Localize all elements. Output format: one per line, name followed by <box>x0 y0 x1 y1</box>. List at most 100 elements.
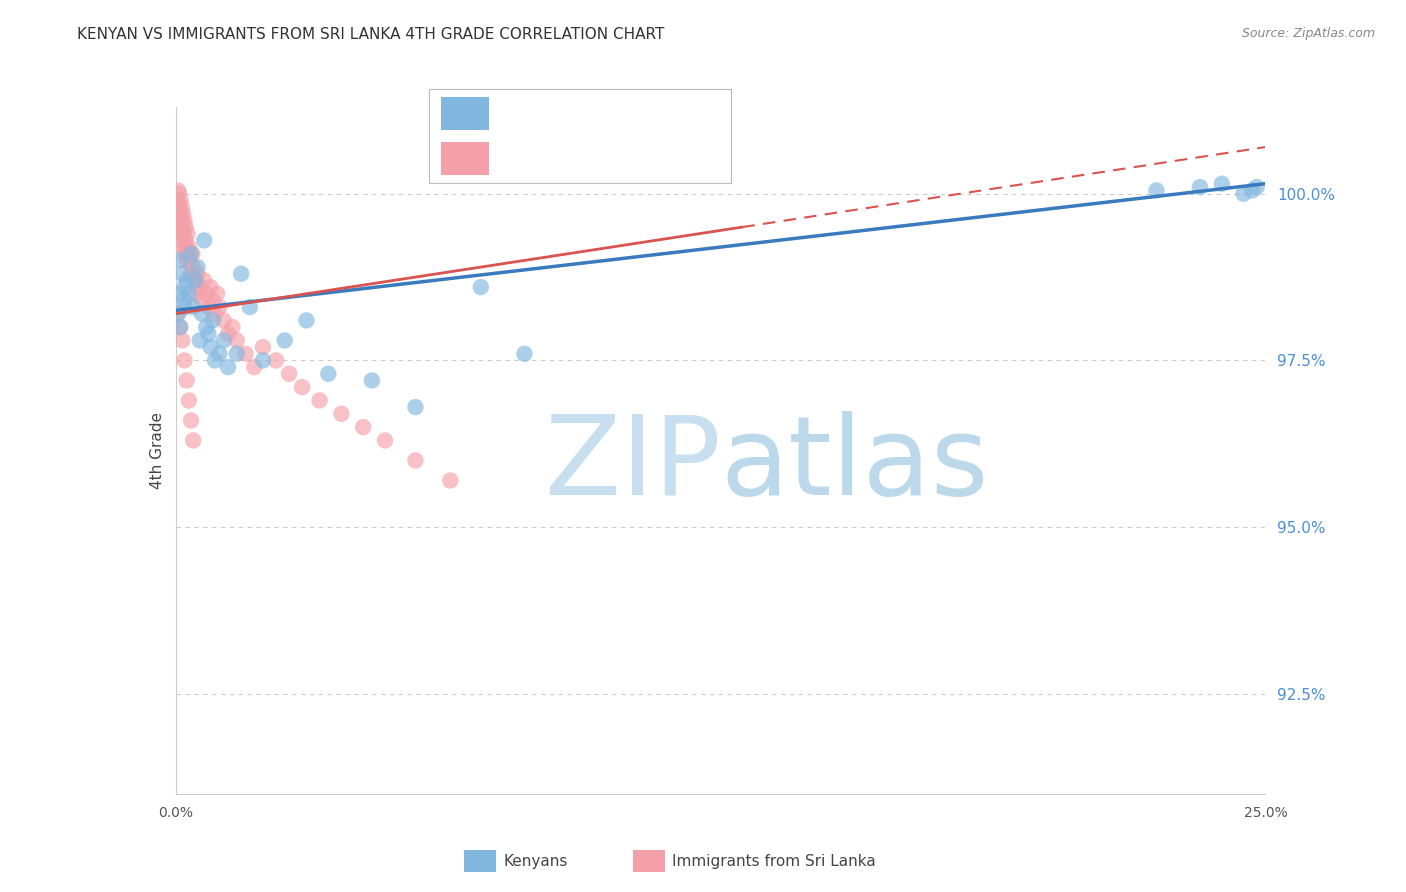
Point <box>225 334 247 348</box>
Point <box>405 453 427 467</box>
Point <box>172 267 194 281</box>
Point <box>176 253 198 268</box>
Point <box>174 234 197 248</box>
Point <box>191 293 214 308</box>
Point <box>181 260 204 274</box>
Point <box>195 320 218 334</box>
Point <box>177 246 200 260</box>
Point <box>1189 180 1212 194</box>
Text: R =  0.154: R = 0.154 <box>505 150 600 168</box>
Point <box>167 186 190 201</box>
Point <box>374 434 396 448</box>
Point <box>167 200 190 214</box>
Point <box>173 227 195 241</box>
Point <box>1146 183 1168 197</box>
Point <box>167 183 190 197</box>
Point <box>166 207 188 221</box>
Point <box>212 313 235 327</box>
Point <box>330 407 353 421</box>
Bar <box>441 96 489 130</box>
Point <box>308 393 330 408</box>
Point <box>208 347 231 361</box>
Text: Kenyans: Kenyans <box>503 855 568 869</box>
Point <box>173 353 195 368</box>
Point <box>252 353 274 368</box>
Point <box>197 300 219 314</box>
Text: R = 0.504: R = 0.504 <box>505 104 595 122</box>
Point <box>295 313 318 327</box>
Point <box>188 280 211 294</box>
Point <box>172 207 194 221</box>
Point <box>167 307 190 321</box>
Point <box>361 374 384 388</box>
Point <box>181 246 204 260</box>
Point <box>186 260 209 274</box>
Point <box>177 393 200 408</box>
Point <box>200 340 222 354</box>
Point <box>231 267 253 281</box>
Point <box>169 320 191 334</box>
Point <box>513 347 536 361</box>
Point <box>174 300 197 314</box>
Point <box>193 234 215 248</box>
Point <box>173 293 195 308</box>
Text: Immigrants from Sri Lanka: Immigrants from Sri Lanka <box>672 855 876 869</box>
Point <box>352 420 374 434</box>
Point <box>200 280 222 294</box>
Point <box>169 320 191 334</box>
Point <box>197 326 219 341</box>
Point <box>204 307 226 321</box>
Point <box>186 286 208 301</box>
Point <box>225 347 247 361</box>
Point <box>1246 180 1268 194</box>
Point <box>170 200 193 214</box>
Point <box>166 194 188 208</box>
Point <box>217 326 239 341</box>
Point <box>174 220 197 235</box>
Text: N = 68: N = 68 <box>626 150 688 168</box>
Point <box>184 273 207 287</box>
Point <box>1241 183 1264 197</box>
Point <box>172 234 194 248</box>
Point <box>174 246 197 260</box>
Text: N = 42: N = 42 <box>626 104 688 122</box>
Point <box>201 313 224 327</box>
Bar <box>441 142 489 176</box>
Point <box>243 360 266 375</box>
Text: atlas: atlas <box>721 410 988 517</box>
Point <box>291 380 314 394</box>
Point <box>177 240 200 254</box>
Point <box>318 367 340 381</box>
Point <box>181 434 204 448</box>
Point <box>169 194 191 208</box>
Point <box>1211 177 1233 191</box>
Point <box>167 307 190 321</box>
Point <box>173 240 195 254</box>
Point <box>169 207 191 221</box>
Point <box>169 220 191 235</box>
Point <box>184 273 207 287</box>
Point <box>439 474 461 488</box>
Point <box>176 227 198 241</box>
Point <box>193 273 215 287</box>
Point <box>186 267 209 281</box>
Point <box>180 413 202 427</box>
Point <box>176 273 198 287</box>
Point <box>221 320 243 334</box>
Point <box>405 400 427 414</box>
Point <box>181 300 204 314</box>
Point <box>208 300 231 314</box>
Point <box>177 286 200 301</box>
Point <box>173 280 195 294</box>
Point <box>170 227 193 241</box>
Point <box>470 280 492 294</box>
Point <box>191 307 214 321</box>
Text: Source: ZipAtlas.com: Source: ZipAtlas.com <box>1241 27 1375 40</box>
Point <box>170 253 193 268</box>
FancyBboxPatch shape <box>429 89 731 183</box>
Point <box>180 246 202 260</box>
Point <box>195 286 218 301</box>
Text: ZIP: ZIP <box>546 410 721 517</box>
Point <box>204 353 226 368</box>
Point <box>170 213 193 227</box>
